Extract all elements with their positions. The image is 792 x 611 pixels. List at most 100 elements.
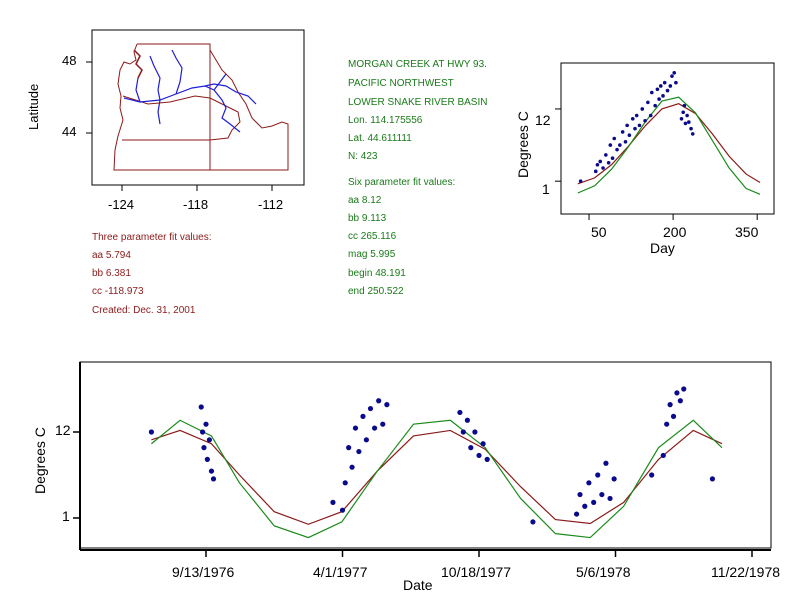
six-param-title: Six parameter fit values: xyxy=(348,177,456,188)
ts-frame xyxy=(79,361,772,549)
ts-point xyxy=(472,429,478,435)
doy-point xyxy=(658,84,663,88)
ts-xlabel: Date xyxy=(403,577,433,593)
doy-point xyxy=(640,107,645,111)
doy-xtick-200: 200 xyxy=(663,224,687,240)
ts-point xyxy=(582,503,588,509)
latitude-value: Lat. 44.611111 xyxy=(348,133,412,144)
ts-point xyxy=(148,429,154,435)
sample-count: N: 423 xyxy=(348,151,378,162)
ts-point xyxy=(360,413,366,419)
ts-point xyxy=(677,398,683,404)
ts-point xyxy=(352,425,359,431)
ts-point xyxy=(573,511,580,517)
state-borders xyxy=(113,43,289,171)
doy-frame xyxy=(560,62,775,215)
map-axes xyxy=(86,61,273,191)
doy-point xyxy=(681,110,685,115)
doy-point xyxy=(655,87,660,92)
rivers xyxy=(123,49,257,133)
doy-point xyxy=(634,113,639,118)
ts-point xyxy=(330,499,336,505)
six-param-end: end 250.522 xyxy=(348,286,404,297)
doy-ytick-12: 12 xyxy=(535,112,551,128)
ts-point xyxy=(201,445,207,451)
doy-point xyxy=(618,143,622,147)
doy-point xyxy=(670,74,674,78)
doy-point xyxy=(643,118,647,123)
ts-point xyxy=(649,472,655,478)
doy-point xyxy=(683,121,688,126)
six-param-mag: mag 5.995 xyxy=(348,249,396,260)
ts-point xyxy=(468,445,474,451)
doy-point xyxy=(598,159,603,164)
three-param-aa: aa 5.794 xyxy=(92,250,131,261)
ts-point xyxy=(480,441,486,447)
map-frame xyxy=(91,29,305,186)
doy-point xyxy=(610,156,615,160)
ts-six-param-curve xyxy=(151,419,723,539)
site-name: MORGAN CREEK AT HWY 93. xyxy=(348,59,487,70)
ts-xtick-3: 5/6/1978 xyxy=(576,564,631,580)
ts-point xyxy=(709,476,716,482)
doy-point xyxy=(657,97,661,101)
ts-three-param-curve xyxy=(151,429,723,525)
doy-point xyxy=(653,103,657,108)
six-param-aa: aa 8.12 xyxy=(348,195,382,206)
ts-point xyxy=(667,402,673,408)
ts-point xyxy=(342,480,348,486)
six-param-begin: begin 48.191 xyxy=(348,268,406,279)
doy-point xyxy=(612,136,617,141)
doy-xlabel: Day xyxy=(650,240,675,256)
doy-point xyxy=(648,113,653,118)
ts-point xyxy=(577,491,583,498)
ts-point xyxy=(339,507,346,513)
doy-point xyxy=(623,139,628,144)
doy-panel xyxy=(555,62,775,220)
ts-ytick-1: 1 xyxy=(62,508,70,524)
ts-point xyxy=(203,421,209,427)
ts-point xyxy=(380,421,386,427)
ts-point xyxy=(586,480,592,486)
ts-point xyxy=(595,472,601,478)
doy-point xyxy=(620,130,625,134)
doy-point xyxy=(661,94,665,98)
map-xtick-112: -112 xyxy=(258,197,284,212)
doy-point xyxy=(608,143,613,147)
doy-point xyxy=(633,126,637,131)
doy-point xyxy=(685,113,689,118)
ts-point xyxy=(599,491,605,498)
six-param-cc: cc 265.116 xyxy=(348,231,397,242)
ts-point xyxy=(384,402,390,408)
map-ytick-48: 48 xyxy=(62,53,77,68)
ts-point xyxy=(460,429,466,435)
ts-point xyxy=(607,495,613,502)
ts-panel xyxy=(73,361,772,557)
map-xtick-124: -124 xyxy=(108,197,135,212)
ts-point xyxy=(363,437,369,443)
ts-xtick-2: 10/18/1977 xyxy=(441,564,512,580)
created-date: Created: Dec. 31, 2001 xyxy=(92,305,196,316)
basin-name: LOWER SNAKE RIVER BASIN xyxy=(348,97,488,108)
doy-point xyxy=(625,123,629,128)
doy-xtick-50: 50 xyxy=(591,224,607,240)
doy-three-param-curve xyxy=(577,103,761,185)
ts-point xyxy=(681,386,687,392)
three-param-bb: bb 6.381 xyxy=(92,268,131,279)
doy-point xyxy=(606,160,611,165)
ts-point xyxy=(346,445,352,451)
doy-point xyxy=(679,117,684,121)
ts-point xyxy=(674,390,680,396)
ts-plot-area xyxy=(148,386,723,539)
ts-point xyxy=(356,448,362,455)
doy-point xyxy=(665,88,670,93)
ts-point xyxy=(371,425,378,431)
doy-ticks xyxy=(555,108,758,220)
map-ylabel: Latitude xyxy=(26,83,41,130)
region-name: PACIFIC NORTHWEST xyxy=(348,78,454,89)
doy-point xyxy=(650,90,654,95)
puget-sound xyxy=(133,49,143,79)
doy-point xyxy=(672,71,677,75)
doy-xtick-350: 350 xyxy=(735,224,759,240)
three-param-cc: cc -118.973 xyxy=(92,286,144,297)
